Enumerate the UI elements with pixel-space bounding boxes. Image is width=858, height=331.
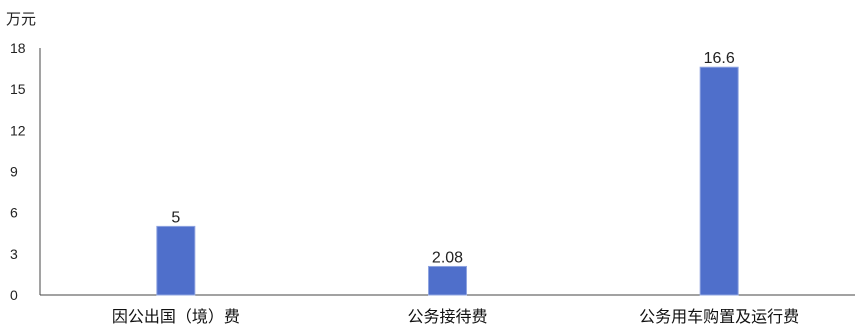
y-tick-label: 0: [10, 287, 18, 303]
y-tick-label: 15: [10, 81, 26, 97]
bar: [428, 265, 467, 296]
data-labels: 5 2.08 16.6: [171, 50, 734, 266]
x-category-label: 公务接待费: [407, 307, 487, 326]
data-label: 16.6: [704, 50, 735, 67]
bar: [699, 66, 739, 296]
y-tick-label: 9: [10, 164, 18, 180]
data-label: 5: [171, 209, 180, 226]
y-axis-unit-label: 万元: [6, 10, 36, 28]
y-ticks: 0 3 6 9 12 15 18: [10, 40, 26, 303]
x-category-labels: 因公出国（境）费 公务接待费 公务用车购置及运行费: [112, 307, 799, 326]
data-label: 2.08: [432, 249, 463, 266]
x-category-label: 公务用车购置及运行费: [639, 307, 799, 326]
y-tick-label: 18: [10, 40, 26, 56]
bars: [156, 66, 739, 296]
bar: [156, 225, 196, 296]
x-category-label: 因公出国（境）费: [112, 307, 240, 326]
y-tick-label: 3: [10, 246, 18, 262]
y-tick-label: 6: [10, 205, 18, 221]
y-tick-label: 12: [10, 122, 26, 138]
